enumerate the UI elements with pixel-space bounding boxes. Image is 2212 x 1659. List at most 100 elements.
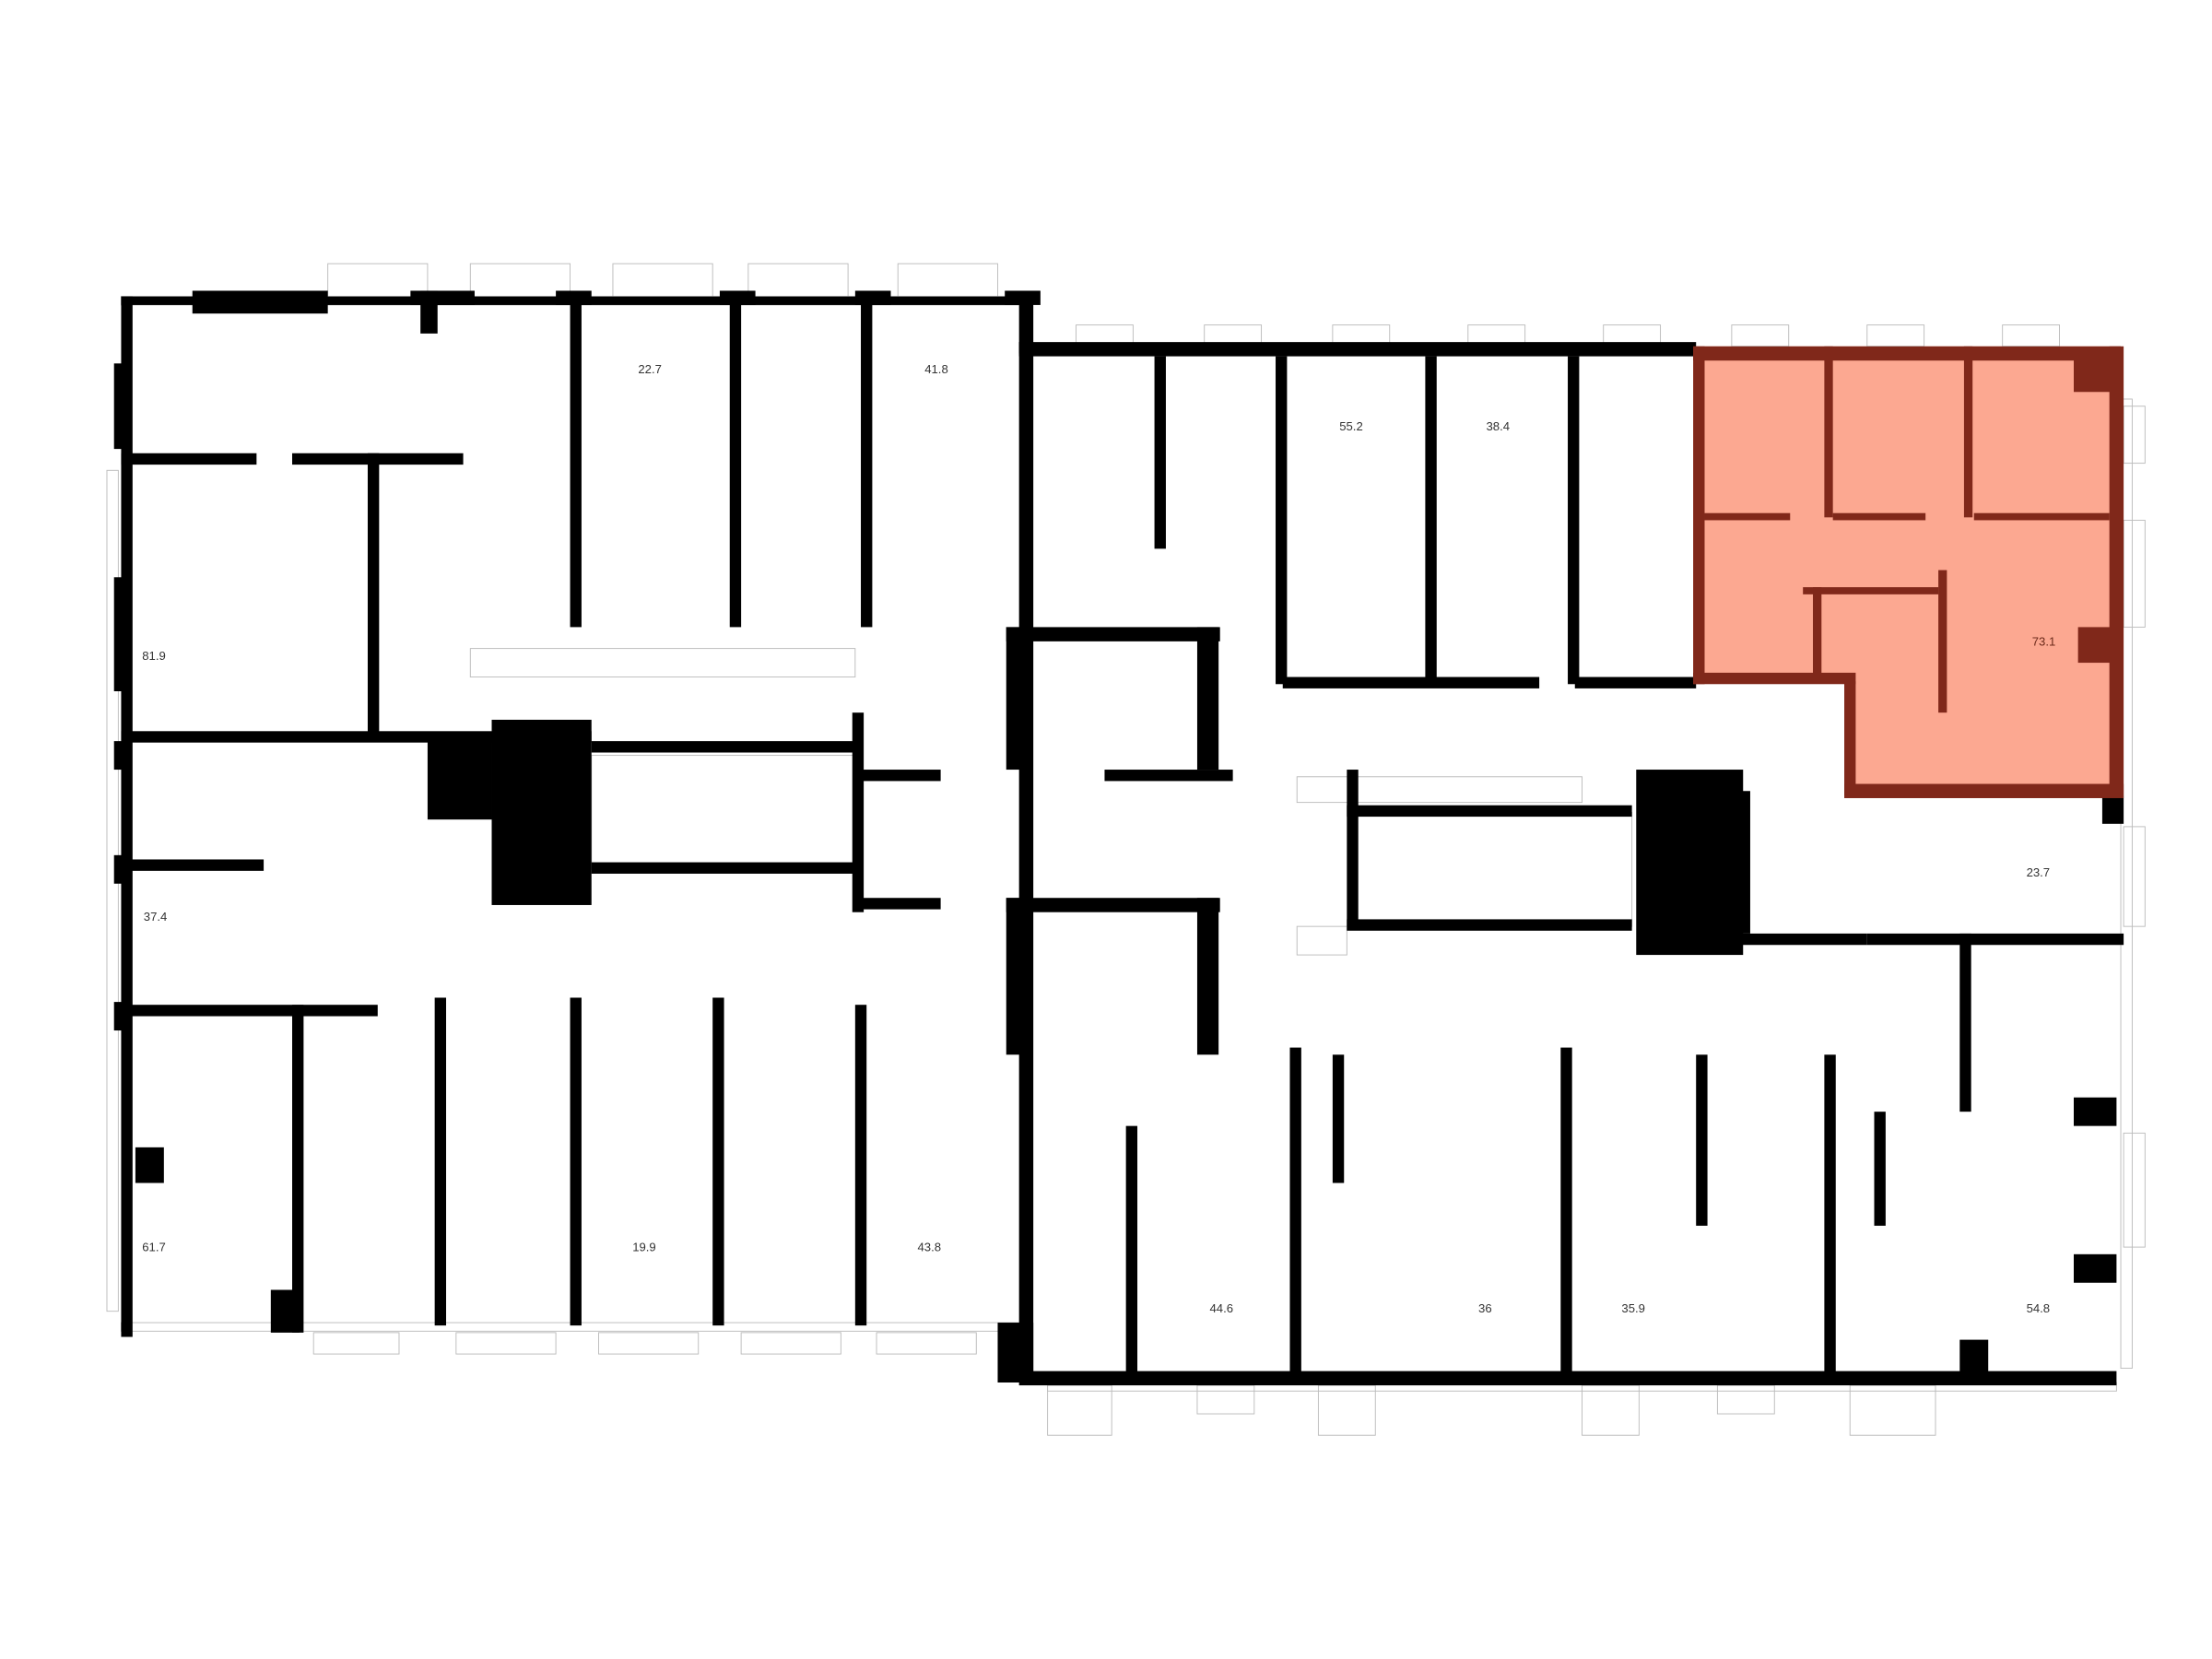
window-outline <box>120 1322 1020 1332</box>
wall <box>1959 1339 1989 1382</box>
wall <box>1425 356 1437 685</box>
wall <box>434 997 447 1326</box>
selected-apartment-area[interactable] <box>1693 346 2122 795</box>
wall <box>591 862 863 874</box>
wall <box>1636 770 1744 956</box>
wall <box>1006 898 1220 912</box>
window-outline <box>897 263 998 300</box>
apartment-area-label[interactable]: 41.8 <box>924 362 948 376</box>
window-outline <box>455 1332 557 1355</box>
highlighted-wall <box>1938 570 1947 713</box>
highlighted-wall <box>1693 672 1856 685</box>
window-outline <box>2123 826 2146 927</box>
apartment-area-label[interactable]: 38.4 <box>1486 419 1510 433</box>
window-outline <box>1353 811 1633 927</box>
window-outline <box>1849 1384 1936 1436</box>
window-outline <box>1047 1384 1112 1436</box>
wall <box>192 290 328 314</box>
wall <box>2074 1253 2117 1283</box>
apartment-area-label[interactable]: 37.4 <box>144 910 168 924</box>
wall <box>1006 627 1220 641</box>
wall <box>135 1147 164 1183</box>
highlighted-wall <box>1693 346 2122 361</box>
highlighted-wall <box>2074 348 2117 393</box>
highlighted-wall <box>1704 512 1791 521</box>
wall <box>729 299 742 628</box>
apartment-area-label[interactable]: 35.9 <box>1621 1301 1645 1315</box>
wall <box>113 577 129 691</box>
wall <box>367 453 380 739</box>
wall <box>1154 356 1166 549</box>
wall <box>292 1005 304 1333</box>
apartment-area-label[interactable]: 61.7 <box>142 1241 166 1254</box>
wall <box>121 453 257 465</box>
wall <box>1738 791 1750 934</box>
wall <box>2074 1097 2117 1126</box>
apartment-area-label[interactable]: 54.8 <box>2027 1301 2051 1315</box>
wall <box>113 854 129 884</box>
window-outline <box>1866 324 1925 347</box>
window-outline <box>469 263 571 300</box>
wall <box>420 290 438 334</box>
highlighted-wall <box>1803 587 1939 594</box>
highlighted-wall <box>2109 346 2124 795</box>
wall <box>719 290 756 305</box>
window-outline <box>2123 1132 2146 1248</box>
wall <box>570 997 582 1326</box>
wall <box>861 299 873 628</box>
wall <box>1866 933 2124 946</box>
wall <box>1006 898 1021 1055</box>
wall <box>1282 677 1540 688</box>
wall <box>1332 1054 1345 1183</box>
window-outline <box>1317 1384 1376 1436</box>
wall <box>852 712 865 912</box>
wall <box>1018 342 1034 1382</box>
window-outline <box>1196 1384 1255 1415</box>
wall <box>410 290 475 305</box>
wall <box>121 1005 378 1017</box>
window-outline <box>740 1332 841 1355</box>
wall <box>491 719 592 905</box>
window-outline <box>876 1332 977 1355</box>
wall <box>1824 1054 1836 1382</box>
highlighted-wall <box>1963 346 1973 518</box>
wall <box>1276 356 1288 685</box>
window-outline <box>312 1332 400 1355</box>
wall <box>862 898 941 910</box>
wall <box>1347 770 1359 927</box>
apartment-area-label[interactable]: 81.9 <box>142 649 166 663</box>
window-outline <box>469 648 856 677</box>
wall <box>1959 933 1971 1112</box>
highlighted-wall <box>1813 587 1822 680</box>
wall <box>1696 1054 1708 1226</box>
window-outline <box>747 263 849 300</box>
highlighted-wall <box>1832 512 1926 521</box>
wall <box>570 299 582 628</box>
wall <box>1006 627 1021 771</box>
wall <box>113 741 129 771</box>
window-outline <box>1296 925 1347 956</box>
wall <box>270 1289 300 1333</box>
wall <box>1196 898 1219 1055</box>
wall <box>1289 1047 1301 1382</box>
wall <box>556 290 592 305</box>
apartment-area-label[interactable]: 23.7 <box>2027 865 2051 879</box>
apartment-area-label[interactable]: 44.6 <box>1209 1301 1233 1315</box>
apartment-area-label-selected[interactable]: 73.1 <box>2032 635 2056 649</box>
wall <box>862 770 941 782</box>
highlighted-wall <box>1824 346 1833 518</box>
apartment-area-label[interactable]: 36 <box>1478 1301 1492 1315</box>
highlighted-wall <box>2077 627 2122 664</box>
window-outline <box>591 755 856 870</box>
wall <box>427 741 492 820</box>
window-outline <box>598 1332 700 1355</box>
apartment-area-label[interactable]: 22.7 <box>638 362 662 376</box>
wall <box>1347 805 1632 818</box>
apartment-area-label[interactable]: 55.2 <box>1339 419 1363 433</box>
apartment-area-label[interactable]: 43.8 <box>917 1241 941 1254</box>
wall <box>1018 296 1034 354</box>
wall <box>121 859 265 871</box>
wall <box>854 1005 867 1326</box>
apartment-area-label[interactable]: 19.9 <box>632 1241 656 1254</box>
wall <box>591 741 863 753</box>
